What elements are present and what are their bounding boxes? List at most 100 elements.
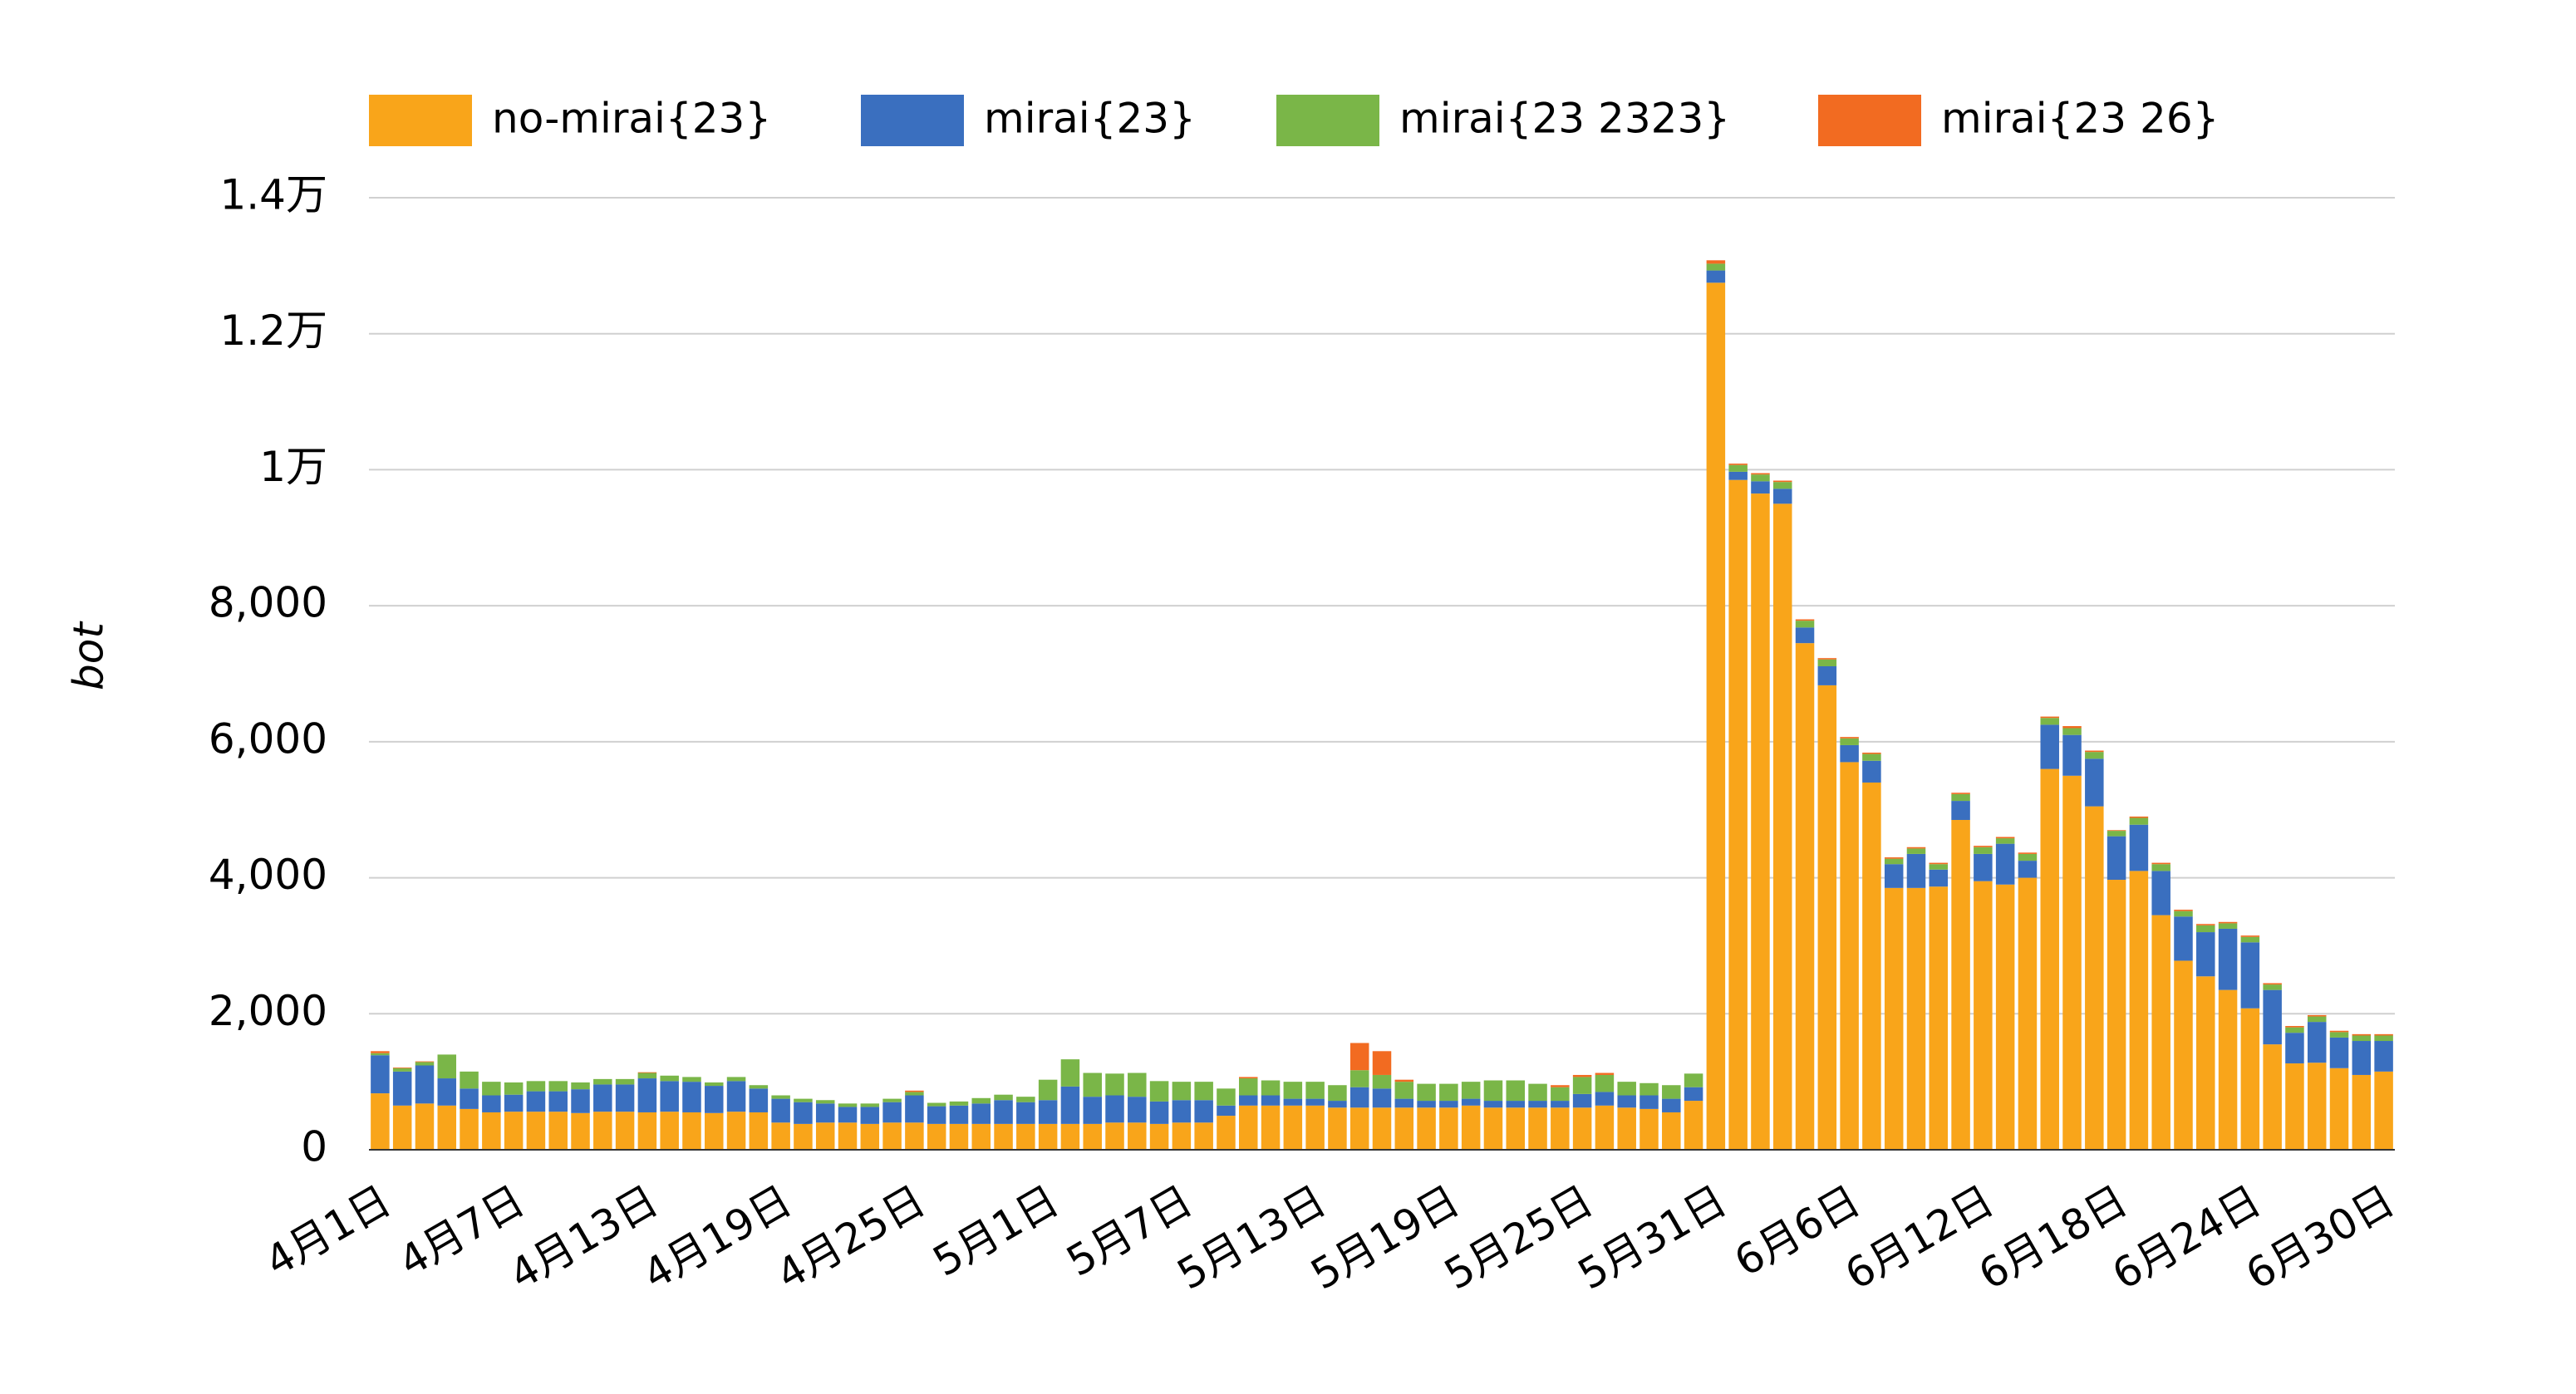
bar-segment	[2263, 983, 2282, 985]
bar-segment	[1862, 782, 1881, 1150]
bar-segment	[2196, 925, 2215, 933]
bar-segment	[2107, 830, 2126, 832]
bar-segment	[1684, 1101, 1703, 1150]
bar-segment	[726, 1081, 746, 1112]
bar-segment	[971, 1103, 991, 1124]
bar-segment	[392, 1071, 412, 1106]
bar-segment	[1906, 887, 1926, 1150]
bar-segment	[1016, 1097, 1035, 1102]
bar-segment	[994, 1123, 1013, 1150]
bar-segment	[1060, 1086, 1080, 1124]
bar-segment	[1261, 1105, 1281, 1150]
bar-segment	[1239, 1095, 1258, 1106]
bar-segment	[548, 1112, 568, 1150]
bar-segment	[1349, 1107, 1369, 1150]
bar-segment	[749, 1088, 769, 1112]
bar-segment	[1817, 658, 1837, 660]
legend-label: mirai{23}	[984, 95, 1196, 143]
bar-segment	[1349, 1043, 1369, 1071]
bar-segment	[1551, 1107, 1570, 1150]
x-tick-label: 4月1日	[257, 1176, 399, 1286]
bar-segment	[1149, 1081, 1169, 1102]
bar-segment	[1595, 1105, 1615, 1150]
bar-segment	[1305, 1098, 1325, 1106]
bar-segment	[371, 1051, 390, 1053]
bar-segment	[1328, 1107, 1347, 1150]
bar-segment	[1906, 848, 1926, 854]
bar-segment	[1461, 1082, 1481, 1099]
bar-segment	[371, 1053, 390, 1056]
bar-segment	[2329, 1032, 2349, 1038]
bar-segment	[905, 1090, 924, 1092]
bar-segment	[1239, 1078, 1258, 1096]
bar-segment	[1751, 493, 1770, 1150]
bar-segment	[637, 1078, 657, 1112]
bar-segment	[1862, 760, 1881, 783]
bar-segment	[1706, 270, 1726, 283]
bar-segment	[1194, 1082, 1213, 1101]
bar-segment	[415, 1062, 435, 1066]
bar-segment	[1617, 1095, 1636, 1108]
bar-segment	[1974, 881, 1993, 1150]
bar-segment	[2196, 932, 2215, 977]
bar-segment	[2285, 1033, 2304, 1064]
x-tick-label: 5月25日	[1437, 1176, 1601, 1299]
bar-segment	[1817, 665, 1837, 685]
bar-segment	[1172, 1100, 1192, 1123]
bar-segment	[1951, 801, 1970, 820]
bar-segment	[1639, 1095, 1659, 1109]
bar-segment	[2218, 921, 2238, 924]
bar-segment	[771, 1095, 790, 1099]
bar-segment	[1349, 1087, 1369, 1108]
bar-segment	[2174, 916, 2193, 961]
x-tick-label: 6月12日	[1837, 1176, 2002, 1299]
bar-segment	[1217, 1116, 1236, 1150]
bar-segment	[2040, 716, 2059, 719]
bar-segment	[482, 1112, 501, 1150]
bar-segment	[1038, 1123, 1058, 1150]
bar-segment	[994, 1100, 1013, 1124]
bar-segment	[1662, 1112, 1681, 1150]
bar-segment	[1394, 1098, 1414, 1108]
bar-segment	[1283, 1098, 1303, 1106]
bar-segment	[2307, 1014, 2327, 1017]
bar-segment	[749, 1085, 769, 1089]
legend-label: mirai{23 2323}	[1399, 95, 1730, 143]
bar-segment	[2285, 1063, 2304, 1150]
bar-segment	[682, 1112, 701, 1150]
bar-segment	[771, 1098, 790, 1123]
x-tick-label: 5月19日	[1303, 1176, 1467, 1299]
bar-segment	[1751, 474, 1770, 482]
x-tick-label: 6月24日	[2104, 1176, 2269, 1299]
bar-segment	[1929, 862, 1949, 865]
bar-segment	[2352, 1041, 2372, 1075]
bar-segment	[2240, 936, 2260, 943]
bar-segment	[2240, 935, 2260, 937]
bar-segment	[2218, 923, 2238, 929]
bar-segment	[860, 1123, 880, 1150]
bar-segment	[526, 1081, 546, 1092]
x-tick-label: 4月13日	[501, 1176, 666, 1299]
bar-segment	[860, 1107, 880, 1124]
bar-segment	[2062, 728, 2082, 735]
bar-segment	[1172, 1082, 1192, 1101]
bar-segment	[2352, 1035, 2372, 1042]
bar-segment	[2018, 852, 2038, 854]
legend-swatch	[861, 95, 964, 146]
bar-segment	[1862, 753, 1881, 761]
bar-segment	[2018, 853, 2038, 861]
bar-segment	[1128, 1072, 1147, 1097]
bar-segment	[1194, 1122, 1213, 1150]
bar-segment	[1217, 1105, 1236, 1117]
bar-segment	[504, 1094, 524, 1112]
x-tick-label: 5月13日	[1169, 1176, 1334, 1299]
bar-segment	[1038, 1079, 1058, 1101]
bar-segment	[1684, 1073, 1703, 1087]
bar-segment	[1551, 1085, 1570, 1087]
bar-segment	[1974, 853, 1993, 881]
bar-segment	[1728, 464, 1748, 472]
bar-segment	[705, 1112, 724, 1150]
bar-segment	[2062, 775, 2082, 1150]
x-tick-label: 5月1日	[925, 1176, 1067, 1286]
bar-segment	[1506, 1080, 1525, 1102]
